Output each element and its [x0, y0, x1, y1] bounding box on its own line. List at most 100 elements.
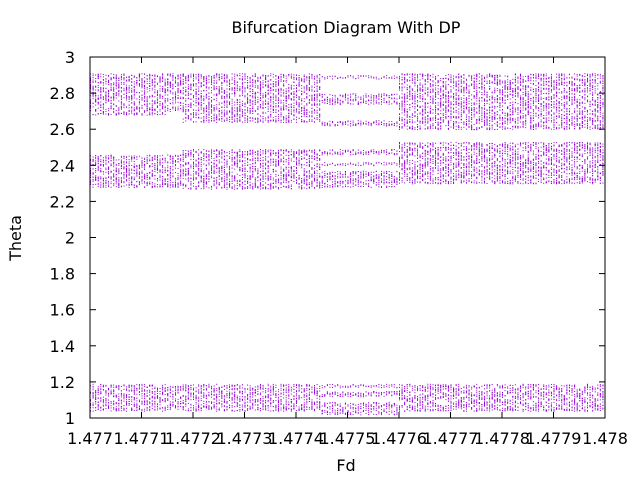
data-point — [105, 92, 107, 94]
data-point — [126, 403, 128, 405]
data-point — [265, 407, 267, 409]
data-point — [239, 387, 241, 389]
data-point — [267, 120, 269, 122]
data-point — [259, 163, 261, 165]
data-point — [213, 394, 215, 396]
data-point — [211, 117, 213, 119]
data-point — [164, 398, 166, 400]
data-point — [154, 386, 156, 388]
data-point — [193, 392, 194, 394]
data-point — [262, 108, 264, 110]
data-point — [193, 150, 194, 152]
data-point — [223, 409, 225, 411]
data-point — [254, 184, 256, 186]
data-point — [208, 116, 210, 118]
data-point — [100, 112, 102, 114]
data-point — [105, 403, 107, 405]
data-point — [144, 400, 146, 402]
data-point — [257, 180, 259, 182]
data-point — [131, 160, 133, 162]
data-point — [200, 90, 202, 92]
data-point — [149, 177, 151, 179]
data-point — [247, 404, 249, 406]
data-point — [208, 386, 210, 388]
data-point — [211, 105, 213, 107]
data-point — [265, 92, 267, 94]
data-point — [187, 171, 189, 173]
data-point — [229, 389, 231, 391]
data-point — [182, 150, 184, 151]
data-point — [115, 174, 117, 176]
data-point — [100, 383, 102, 385]
data-point — [187, 152, 189, 154]
data-point — [257, 406, 259, 408]
data-point — [231, 161, 233, 163]
data-point — [236, 409, 238, 411]
data-point — [177, 91, 179, 93]
data-point — [144, 390, 146, 392]
data-point — [105, 390, 107, 392]
data-point — [249, 76, 251, 78]
data-point — [174, 394, 176, 396]
data-point — [174, 93, 176, 95]
data-point — [223, 398, 225, 400]
data-point — [123, 90, 125, 92]
data-point — [265, 172, 267, 174]
data-point — [223, 91, 225, 93]
data-point — [247, 186, 249, 188]
data-point — [177, 87, 179, 89]
data-point — [267, 395, 269, 397]
data-point — [236, 88, 238, 90]
data-point — [187, 108, 189, 110]
data-point — [205, 401, 207, 403]
data-point — [262, 176, 264, 178]
data-point — [146, 158, 148, 160]
data-point — [218, 171, 220, 173]
data-point — [198, 98, 200, 100]
data-point — [200, 410, 202, 412]
data-point — [146, 160, 148, 162]
data-point — [267, 119, 269, 121]
data-point — [226, 101, 228, 103]
data-point — [118, 393, 120, 395]
data-point — [164, 180, 166, 182]
data-point — [105, 181, 107, 183]
data-point — [221, 152, 223, 154]
data-point — [174, 394, 176, 396]
data-point — [213, 180, 215, 182]
data-point — [146, 181, 148, 183]
data-point — [108, 113, 110, 115]
data-point — [159, 185, 161, 187]
data-point — [167, 398, 169, 400]
data-point — [113, 392, 115, 394]
data-point — [167, 88, 169, 90]
data-point — [97, 180, 99, 182]
data-point — [113, 394, 115, 396]
data-point — [146, 96, 148, 98]
data-point — [182, 153, 184, 155]
data-point — [265, 119, 267, 121]
data-point — [213, 385, 215, 387]
data-point — [208, 408, 210, 410]
data-point — [95, 389, 97, 391]
data-point — [216, 398, 218, 400]
data-point — [203, 179, 205, 181]
data-point — [200, 75, 202, 77]
data-point — [95, 80, 97, 82]
data-point — [182, 406, 184, 408]
data-point — [149, 178, 151, 180]
data-point — [239, 118, 241, 120]
data-point — [151, 78, 153, 80]
data-point — [174, 389, 176, 391]
data-point — [265, 387, 267, 389]
data-point — [254, 398, 256, 400]
data-point — [141, 397, 143, 399]
data-point — [182, 386, 184, 388]
data-point — [229, 82, 231, 84]
data-point — [95, 177, 97, 179]
data-point — [221, 96, 223, 98]
data-point — [254, 73, 256, 75]
data-point — [254, 99, 256, 101]
data-point — [128, 402, 130, 404]
data-point — [216, 156, 218, 158]
